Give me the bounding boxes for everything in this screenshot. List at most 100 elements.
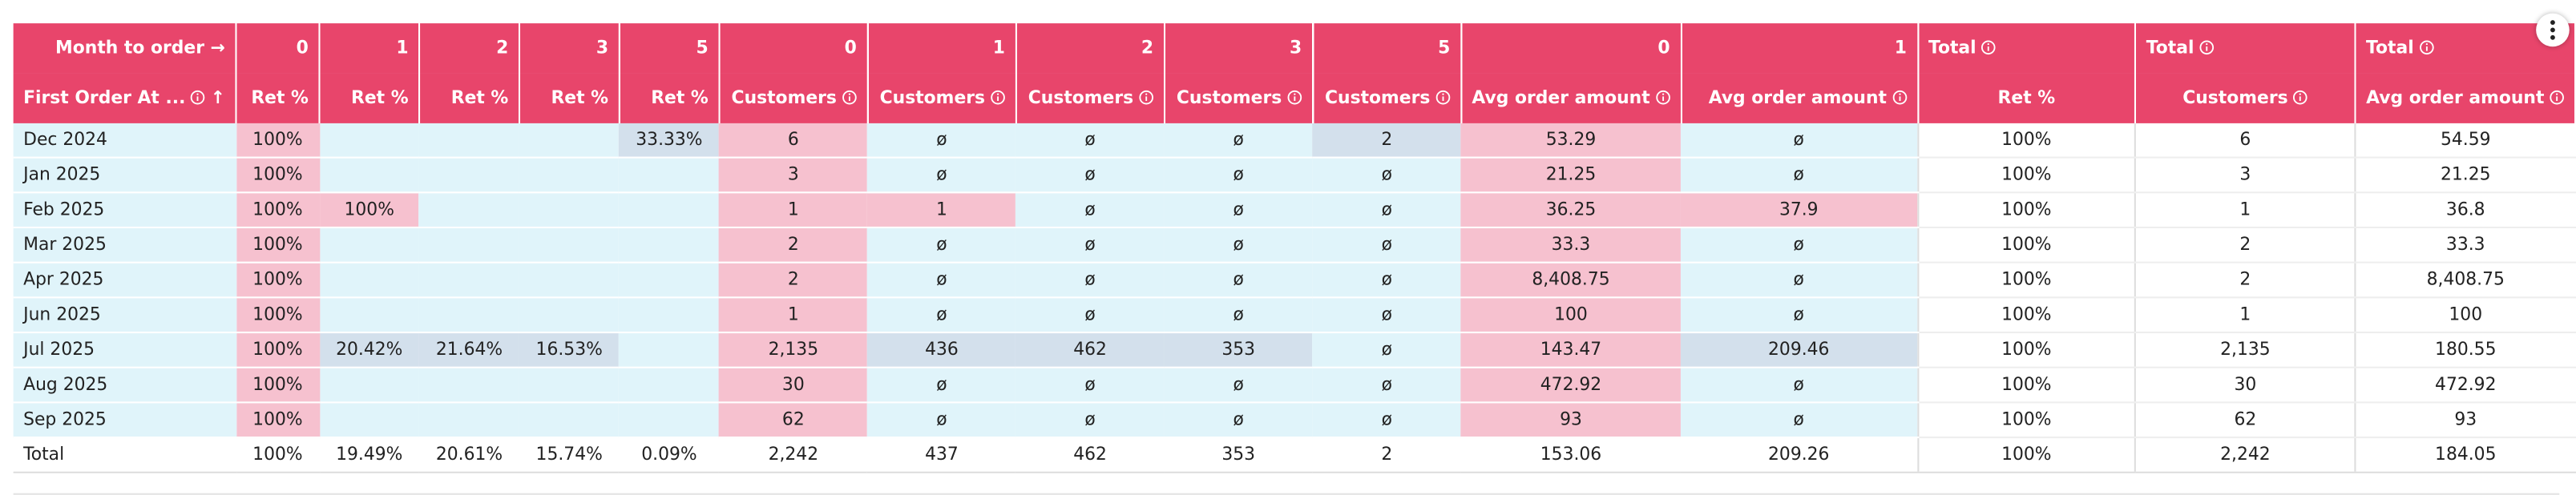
total-cell: 30	[2134, 367, 2356, 404]
cohort-row: Mar 2025 100% 2 ø ø ø ø 33.3 ø 100% 2 33.3	[13, 227, 2576, 264]
cell-text: ø	[936, 375, 947, 396]
cell-text: ø	[1084, 304, 1096, 325]
cell	[319, 262, 420, 299]
month-header: 5	[619, 23, 721, 74]
cell	[619, 227, 720, 264]
row-label-text: Jan 2025	[23, 164, 101, 185]
cohort-row: Apr 2025 100% 2 ø ø ø ø 8,408.75 ø 100% 2 8,408.75	[13, 262, 2576, 299]
cell: 16.53%	[519, 332, 620, 368]
cell: ø	[1015, 227, 1165, 264]
cell: 153.06	[1460, 437, 1682, 473]
total-header-text: Total	[2366, 38, 2414, 58]
cell: 0.09%	[619, 437, 720, 473]
cell-text: ø	[1381, 199, 1392, 220]
cell: ø	[867, 157, 1016, 194]
measure-header-text: Ret %	[351, 88, 409, 109]
info-icon	[1981, 40, 1997, 55]
measure-header-text: Customers	[1324, 88, 1431, 109]
total-row: Total 100% 19.49% 20.61% 15.74% 0.09% 2,242 437…	[13, 437, 2576, 473]
month-header-text: 5	[696, 38, 709, 58]
cell: 30	[719, 367, 868, 404]
cell-text: 100	[1554, 304, 1588, 325]
row-label: Sep 2025	[13, 402, 236, 439]
month-header-text: 3	[596, 38, 609, 58]
cell-text: 2,242	[768, 445, 819, 465]
row-label-text: Dec 2024	[23, 130, 107, 151]
cell	[619, 192, 720, 229]
info-icon	[1655, 90, 1670, 105]
cell-text: 53.29	[1545, 130, 1597, 151]
cell-text: 16.53%	[535, 340, 603, 360]
cell: 436	[867, 332, 1016, 368]
total-cell-text: 2	[2239, 235, 2251, 256]
total-cell-text: 100%	[2001, 340, 2052, 360]
cell-text: 37.9	[1779, 199, 1819, 220]
total-cell: 2,242	[2134, 437, 2356, 473]
info-icon	[1287, 90, 1302, 105]
cell-text: ø	[1381, 340, 1392, 360]
measure-header-text: Customers	[879, 88, 986, 109]
row-label: Jun 2025	[13, 297, 236, 334]
total-cell: 2	[2134, 262, 2356, 299]
cell-text: ø	[1233, 235, 1244, 256]
cell: ø	[1312, 157, 1461, 194]
cell	[619, 262, 720, 299]
row-label-text: Aug 2025	[23, 375, 108, 396]
cell: ø	[867, 297, 1016, 334]
info-icon	[2199, 40, 2214, 55]
cell-text: ø	[1233, 164, 1244, 185]
cell	[419, 123, 519, 159]
cell-text: ø	[1381, 409, 1392, 430]
month-header-text: 0	[844, 38, 857, 58]
month-axis-label-text: Month to order →	[55, 38, 225, 58]
month-header: 2	[1015, 23, 1165, 74]
cell-text: 19.49%	[336, 445, 403, 465]
sort-indicator-text: ↑	[210, 88, 225, 109]
cell: 100%	[236, 402, 320, 439]
month-header-text: 0	[1657, 38, 1670, 58]
cell: 353	[1164, 437, 1313, 473]
cell-text: ø	[1381, 375, 1392, 396]
more-menu-button[interactable]	[2536, 13, 2570, 47]
info-icon	[2419, 40, 2434, 55]
cell: 19.49%	[319, 437, 420, 473]
month-header: 1	[319, 23, 421, 74]
total-cell-text: 54.59	[2441, 130, 2491, 151]
month-header-text: 2	[496, 38, 509, 58]
cell: ø	[1312, 367, 1461, 404]
cell-text: ø	[1233, 130, 1244, 151]
total-cell: 100%	[1916, 262, 2136, 299]
cell-text: 30	[781, 375, 805, 396]
measure-header: Ret %	[236, 73, 321, 123]
cell: 62	[719, 402, 868, 439]
measure-header-text: Avg order amount	[1708, 88, 1887, 109]
measure-header-text: Customers	[731, 88, 837, 109]
cell-text: 15.74%	[535, 445, 603, 465]
header-row: First Order At ... ↑ Ret % Ret % Ret % Ret % R…	[13, 73, 2576, 123]
total-header: Total	[2354, 23, 2576, 74]
cell	[519, 262, 620, 299]
cell: ø	[1312, 192, 1461, 229]
measure-header: Ret %	[519, 73, 620, 123]
month-header: 3	[1164, 23, 1314, 74]
total-header: Total	[1916, 23, 2137, 74]
measure-header-text: Avg order amount	[1472, 88, 1650, 109]
cell-text: 209.26	[1768, 445, 1830, 465]
cell	[419, 297, 519, 334]
measure-header: Avg order amount	[1681, 73, 1919, 123]
cell: ø	[1015, 297, 1165, 334]
total-cell: 54.59	[2354, 123, 2576, 159]
measure-header: Customers	[1164, 73, 1314, 123]
cell-text: ø	[1381, 304, 1392, 325]
cell-text: ø	[936, 270, 947, 290]
cell: 20.42%	[319, 332, 420, 368]
cell-text: 8,408.75	[1532, 270, 1610, 290]
cell: ø	[1164, 157, 1313, 194]
total-cell-text: 2	[2239, 270, 2251, 290]
measure-header: Customers	[1312, 73, 1462, 123]
cell	[419, 157, 519, 194]
cell-text: 153.06	[1540, 445, 1602, 465]
row-label: Jan 2025	[13, 157, 236, 194]
cell-text: ø	[1793, 130, 1804, 151]
